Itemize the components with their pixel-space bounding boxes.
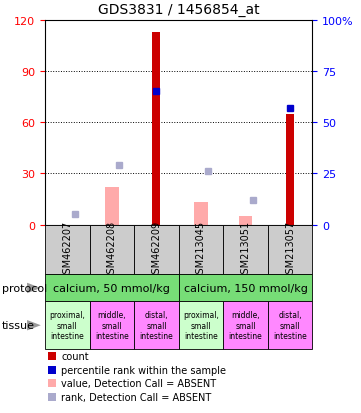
Text: proximal,
small
intestine: proximal, small intestine bbox=[183, 311, 219, 340]
Bar bbox=[179, 225, 223, 275]
Bar bbox=[179, 275, 312, 301]
Text: calcium, 150 mmol/kg: calcium, 150 mmol/kg bbox=[183, 283, 308, 293]
Bar bbox=[90, 301, 134, 349]
Bar bbox=[268, 301, 312, 349]
Bar bbox=[223, 301, 268, 349]
Bar bbox=[48, 352, 56, 360]
Bar bbox=[239, 216, 252, 225]
Polygon shape bbox=[27, 283, 41, 294]
Bar bbox=[223, 225, 268, 275]
Text: GSM462207: GSM462207 bbox=[62, 220, 73, 280]
Bar bbox=[134, 225, 179, 275]
Text: GSM213051: GSM213051 bbox=[240, 221, 251, 279]
Bar bbox=[90, 225, 134, 275]
Bar bbox=[194, 203, 208, 225]
Text: distal,
small
intestine: distal, small intestine bbox=[273, 311, 307, 340]
Bar bbox=[152, 33, 160, 225]
Text: calcium, 50 mmol/kg: calcium, 50 mmol/kg bbox=[53, 283, 170, 293]
Text: GSM462208: GSM462208 bbox=[107, 221, 117, 279]
Bar bbox=[48, 379, 56, 387]
Polygon shape bbox=[27, 320, 41, 331]
Bar bbox=[268, 225, 312, 275]
Text: rank, Detection Call = ABSENT: rank, Detection Call = ABSENT bbox=[61, 392, 212, 402]
Text: GSM462209: GSM462209 bbox=[151, 221, 161, 279]
Text: middle,
small
intestine: middle, small intestine bbox=[95, 311, 129, 340]
Text: count: count bbox=[61, 351, 89, 361]
Title: GDS3831 / 1456854_at: GDS3831 / 1456854_at bbox=[98, 3, 260, 17]
Bar bbox=[179, 301, 223, 349]
Bar bbox=[45, 275, 179, 301]
Bar bbox=[48, 366, 56, 374]
Text: protocol: protocol bbox=[2, 283, 47, 293]
Text: GSM213045: GSM213045 bbox=[196, 221, 206, 279]
Text: proximal,
small
intestine: proximal, small intestine bbox=[49, 311, 85, 340]
Text: value, Detection Call = ABSENT: value, Detection Call = ABSENT bbox=[61, 378, 217, 388]
Bar bbox=[45, 301, 90, 349]
Bar bbox=[45, 225, 90, 275]
Text: distal,
small
intestine: distal, small intestine bbox=[140, 311, 173, 340]
Bar bbox=[48, 393, 56, 401]
Bar bbox=[286, 114, 294, 225]
Bar bbox=[105, 188, 118, 225]
Text: GSM213057: GSM213057 bbox=[285, 220, 295, 280]
Text: tissue: tissue bbox=[2, 320, 35, 330]
Bar bbox=[134, 301, 179, 349]
Text: percentile rank within the sample: percentile rank within the sample bbox=[61, 365, 226, 375]
Text: middle,
small
intestine: middle, small intestine bbox=[229, 311, 262, 340]
